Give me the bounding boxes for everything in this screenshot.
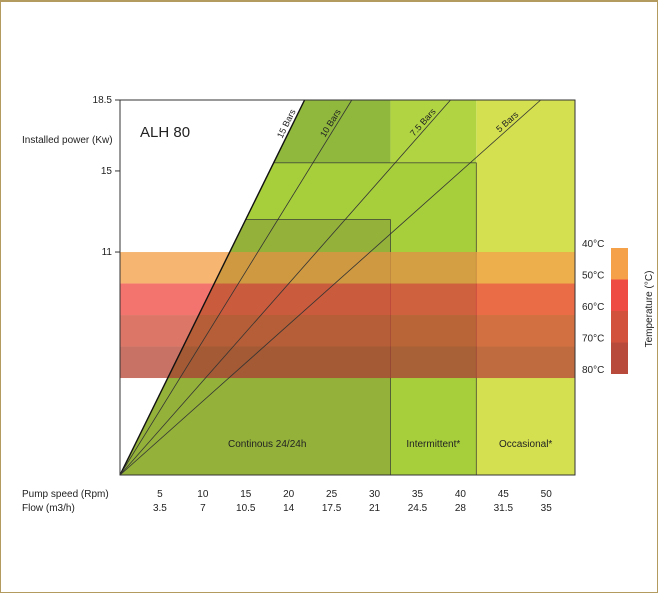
plot-area: 15 Bars 10 Bars 7.5 Bars 5 BarsOccasional*I…: [120, 100, 575, 475]
legend-label-2: 60°C: [582, 302, 604, 313]
x-row-label-0: Pump speed (Rpm): [22, 489, 109, 500]
y-tick-label-2: 11: [102, 247, 113, 258]
x-row-1-value-1: 7: [200, 503, 206, 514]
legend-swatch-3: [611, 343, 628, 375]
legend-label-0: 40°C: [582, 239, 604, 250]
x-row-0-value-7: 40: [455, 489, 467, 500]
x-row-1-value-7: 28: [455, 503, 467, 514]
zone-label-0: Occasional*: [499, 439, 552, 450]
x-row-1-value-3: 14: [283, 503, 295, 514]
x-row-1-value-4: 17.5: [322, 503, 342, 514]
x-row-1-value-0: 3.5: [153, 503, 167, 514]
x-row-0-value-4: 25: [326, 489, 338, 500]
y-axis-ticks: 18.5 15 11: [93, 95, 120, 258]
x-row-0-value-0: 5: [157, 489, 163, 500]
x-row-0-value-5: 30: [369, 489, 381, 500]
x-row-1-value-5: 21: [369, 503, 381, 514]
y-axis-label: Installed power (Kw): [22, 135, 113, 146]
temperature-legend: 40°C 50°C 60°C 70°C 80°C: [582, 239, 628, 376]
y-tick-label-0: 18.5: [93, 95, 113, 106]
x-row-0-value-1: 10: [197, 489, 209, 500]
x-row-1-value-8: 31.5: [494, 503, 514, 514]
legend-swatch-1: [611, 280, 628, 312]
x-row-label-1: Flow (m3/h): [22, 503, 75, 514]
x-row-0-value-8: 45: [498, 489, 510, 500]
legend-label-4: 80°C: [582, 365, 604, 376]
x-row-0-value-6: 35: [412, 489, 424, 500]
legend-label-3: 70°C: [582, 334, 604, 345]
x-row-1-value-6: 24.5: [408, 503, 428, 514]
legend-swatch-2: [611, 311, 628, 343]
temperature-axis-label: Temperature (°C): [644, 271, 655, 348]
x-axis-rows: Pump speed (Rpm) 5 10 15 20 25 30 35 40 45 50 Flow …: [22, 489, 552, 514]
zone-label-2: Continous 24/24h: [228, 439, 306, 450]
x-row-0-value-2: 15: [240, 489, 252, 500]
chart-title: ALH 80: [140, 124, 190, 141]
x-row-1-value-9: 35: [541, 503, 553, 514]
x-row-0-value-9: 50: [541, 489, 553, 500]
legend-label-1: 50°C: [582, 271, 604, 282]
legend-swatch-0: [611, 248, 628, 280]
x-row-1-value-2: 10.5: [236, 503, 256, 514]
zone-label-1: Intermittent*: [406, 439, 460, 450]
y-tick-label-1: 15: [101, 166, 113, 177]
x-row-0-value-3: 20: [283, 489, 295, 500]
